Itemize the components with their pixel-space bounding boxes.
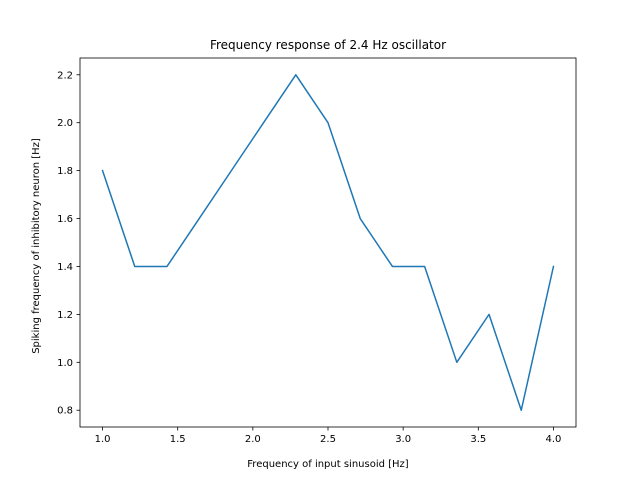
y-tick-label: 2.2 [57,70,73,81]
y-tick-label: 1.6 [57,214,73,225]
y-tick-label: 1.2 [57,310,73,321]
y-tick-label: 1.8 [57,166,73,177]
x-tick-label: 1.0 [95,434,111,445]
y-axis-ticks: 0.8 1.0 1.2 1.4 1.6 1.8 2.0 2.2 [57,70,80,417]
series-line-0 [101,74,555,411]
y-tick-label: 0.8 [57,406,73,417]
x-tick-label: 3.5 [470,434,486,445]
x-axis-ticks: 1.0 1.5 2.0 2.5 3.0 3.5 4.0 [95,427,562,445]
y-tick-label: 1.4 [57,262,73,273]
x-tick-label: 2.0 [245,434,261,445]
x-axis-label: Frequency of input sinusoid [Hz] [247,459,409,470]
x-tick-label: 3.0 [395,434,411,445]
x-tick-label: 2.5 [320,434,336,445]
x-tick-label: 1.5 [170,434,186,445]
chart-title: Frequency response of 2.4 Hz oscillator [210,38,446,52]
x-tick-label: 4.0 [546,434,562,445]
y-tick-label: 2.0 [57,118,73,129]
y-tick-label: 1.0 [57,358,73,369]
y-axis-label: Spiking frequency of inhibitory neuron [… [31,138,42,354]
